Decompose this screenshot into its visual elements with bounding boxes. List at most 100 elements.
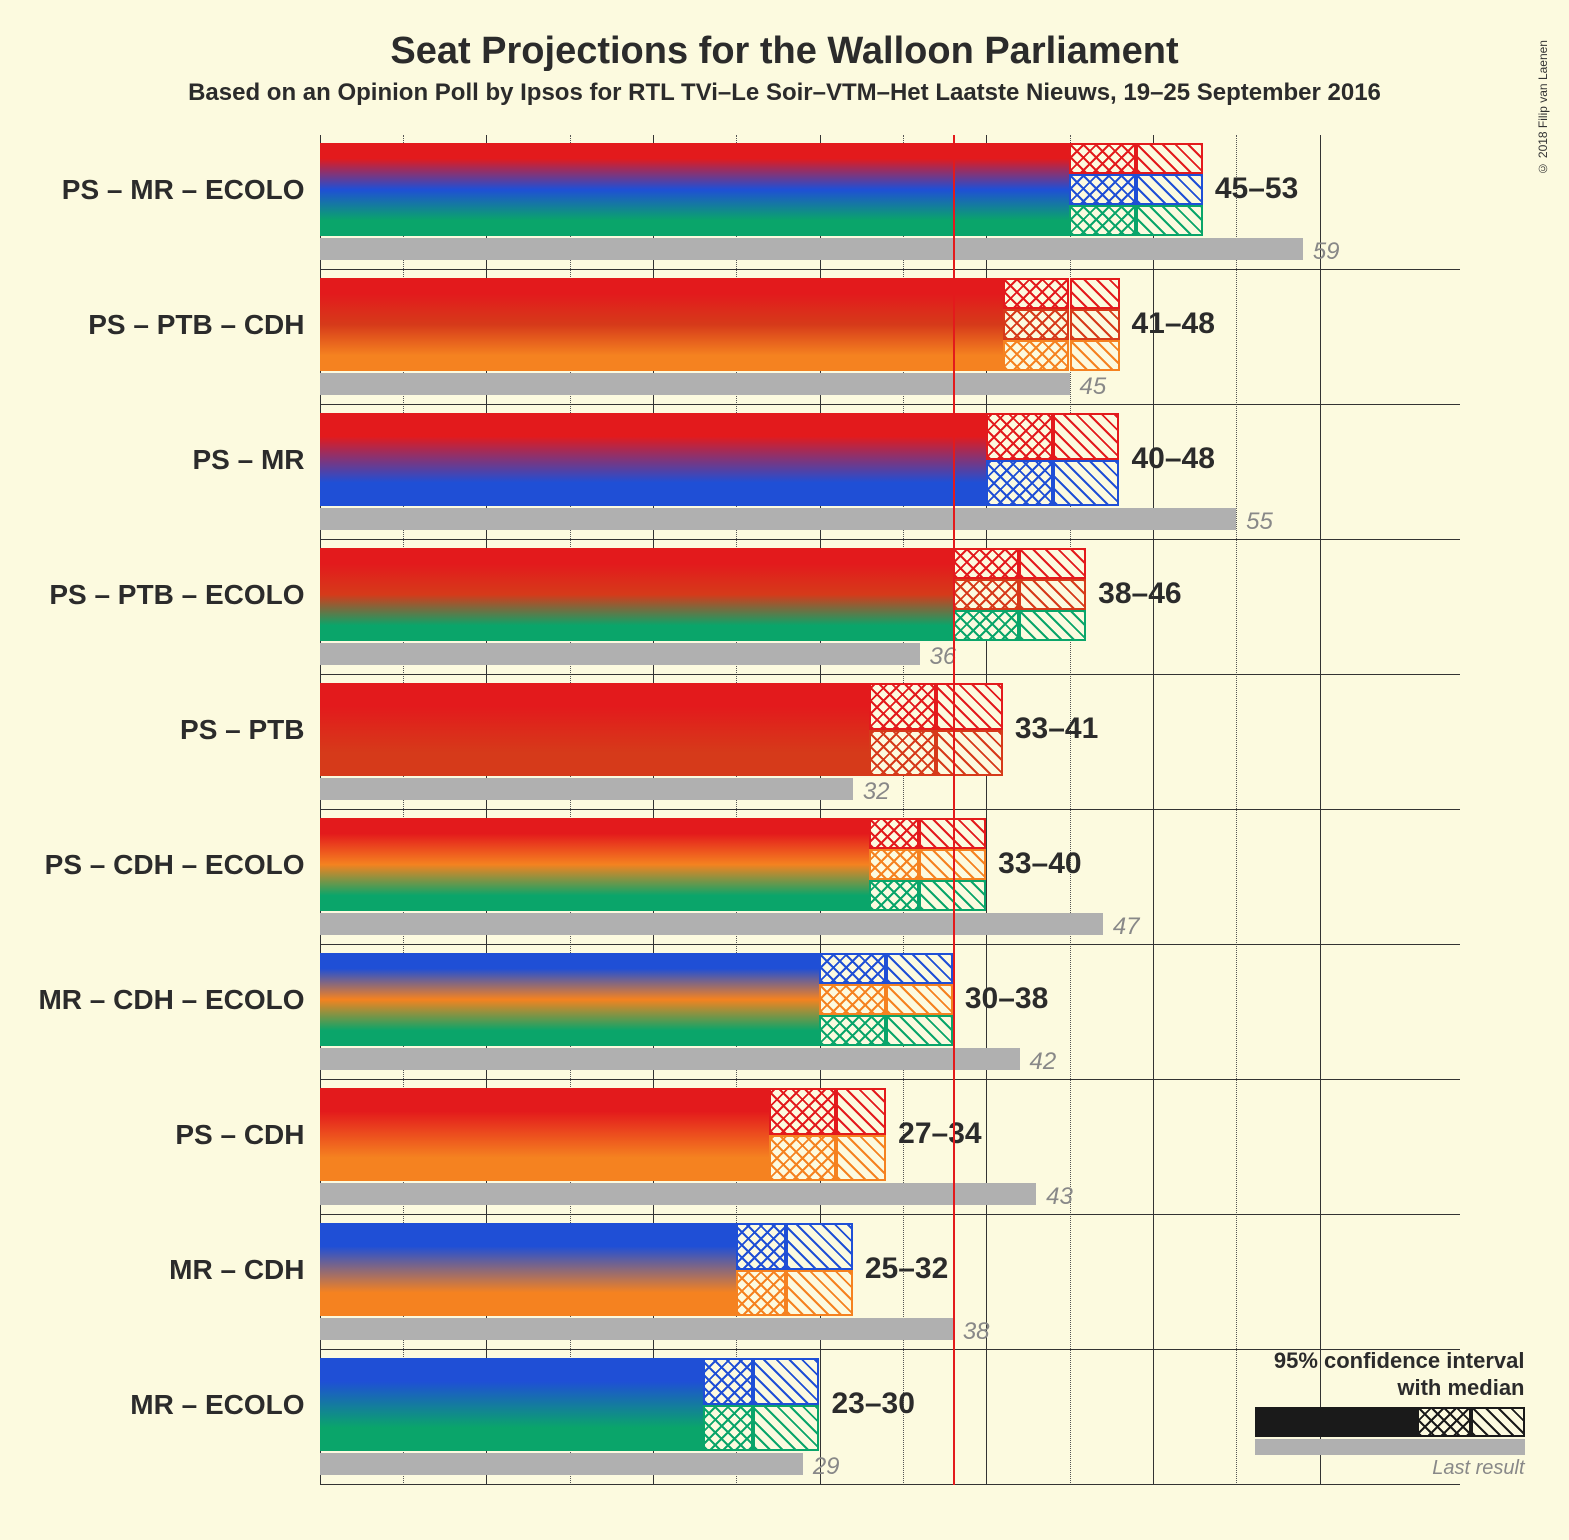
bar-diagonal-segment (1136, 143, 1203, 174)
party-bar-layer (320, 205, 1203, 236)
last-result-label: 55 (1246, 510, 1273, 534)
bar-diagonal-segment (886, 984, 953, 1015)
bar-crosshatch-segment (953, 548, 1020, 579)
party-bar-layer (320, 610, 1087, 641)
bar-crosshatch-segment (986, 460, 1053, 507)
last-result-bar (320, 778, 853, 800)
bar-crosshatch-segment (869, 730, 936, 777)
projection-bar-stack (320, 818, 987, 911)
bar-crosshatch-segment (819, 1015, 886, 1046)
bar-diagonal-segment (753, 1405, 820, 1452)
bar-diagonal-segment (886, 1015, 953, 1046)
party-bar-layer (320, 278, 1120, 309)
last-result-label: 42 (1030, 1050, 1057, 1074)
projection-range-label: 27–34 (898, 1119, 981, 1149)
bar-solid-segment (320, 460, 987, 507)
copyright-text: © 2018 Filip van Laenen (1536, 40, 1550, 175)
last-result-label: 38 (963, 1320, 990, 1344)
bar-solid-segment (320, 205, 1070, 236)
bar-solid-segment (320, 880, 870, 911)
projection-bar-stack (320, 1088, 887, 1181)
coalition-label: MR – ECOLO (25, 1391, 305, 1419)
legend-diagonal-segment (1471, 1407, 1525, 1437)
party-bar-layer (320, 413, 1120, 460)
legend: 95% confidence interval with median Last… (1255, 1348, 1525, 1480)
projection-range-label: 33–41 (1015, 714, 1098, 744)
bar-diagonal-segment (1070, 309, 1120, 340)
coalition-row (320, 810, 1320, 945)
gridline-major (1320, 135, 1321, 1485)
bar-diagonal-segment (1019, 579, 1086, 610)
bar-solid-segment (320, 1088, 770, 1135)
bar-diagonal-segment (1053, 460, 1120, 507)
legend-last-result-bar (1255, 1439, 1525, 1455)
party-bar-layer (320, 174, 1203, 205)
last-result-bar (320, 1318, 953, 1340)
last-result-bar (320, 643, 920, 665)
legend-ci-line1: 95% confidence interval (1274, 1348, 1525, 1373)
last-result-label: 32 (863, 780, 890, 804)
bar-crosshatch-segment (869, 880, 919, 911)
party-bar-layer (320, 579, 1087, 610)
bar-crosshatch-segment (703, 1405, 753, 1452)
projection-bar-stack (320, 1358, 820, 1451)
bar-diagonal-segment (1053, 413, 1120, 460)
majority-threshold-line (953, 135, 955, 1485)
legend-crosshatch-segment (1417, 1407, 1471, 1437)
party-bar-layer (320, 880, 987, 911)
bar-diagonal-segment (1070, 278, 1120, 309)
bar-diagonal-segment (1136, 174, 1203, 205)
bar-diagonal-segment (1019, 610, 1086, 641)
last-result-bar (320, 238, 1303, 260)
party-bar-layer (320, 1405, 820, 1452)
bar-crosshatch-segment (703, 1358, 753, 1405)
coalition-row (320, 135, 1320, 270)
party-bar-layer (320, 984, 953, 1015)
bar-crosshatch-segment (736, 1223, 786, 1270)
last-result-bar (320, 1453, 803, 1475)
projection-bar-stack (320, 413, 1120, 506)
party-bar-layer (320, 1088, 887, 1135)
coalition-label: PS – CDH – ECOLO (25, 851, 305, 879)
chart-subtitle: Based on an Opinion Poll by Ipsos for RT… (25, 79, 1545, 107)
bar-solid-segment (320, 610, 953, 641)
bar-solid-segment (320, 548, 953, 579)
projection-range-label: 40–48 (1132, 444, 1215, 474)
last-result-bar (320, 373, 1070, 395)
projection-range-label: 25–32 (865, 1254, 948, 1284)
bar-solid-segment (320, 953, 820, 984)
last-result-label: 43 (1046, 1185, 1073, 1209)
bar-crosshatch-segment (1069, 205, 1136, 236)
bar-crosshatch-segment (769, 1088, 836, 1135)
bar-solid-segment (320, 278, 1003, 309)
coalition-row (320, 1215, 1320, 1350)
bar-crosshatch-segment (869, 818, 919, 849)
projection-bar-stack (320, 683, 1003, 776)
bar-solid-segment (320, 309, 1003, 340)
last-result-bar (320, 1048, 1020, 1070)
bar-solid-segment (320, 579, 953, 610)
party-bar-layer (320, 1270, 853, 1317)
bar-diagonal-segment (753, 1358, 820, 1405)
bar-crosshatch-segment (1003, 340, 1070, 371)
party-bar-layer (320, 818, 987, 849)
projection-bar-stack (320, 548, 1087, 641)
projection-range-label: 41–48 (1132, 309, 1215, 339)
bar-diagonal-segment (936, 730, 1003, 777)
bar-solid-segment (320, 1015, 820, 1046)
bar-diagonal-segment (1070, 340, 1120, 371)
party-bar-layer (320, 730, 1003, 777)
party-bar-layer (320, 548, 1087, 579)
bar-diagonal-segment (836, 1088, 886, 1135)
bar-crosshatch-segment (953, 579, 1020, 610)
bar-diagonal-segment (786, 1223, 853, 1270)
bar-diagonal-segment (936, 683, 1003, 730)
row-baseline (320, 1484, 1460, 1485)
bar-crosshatch-segment (953, 610, 1020, 641)
bar-crosshatch-segment (1003, 278, 1070, 309)
coalition-label: MR – CDH (25, 1256, 305, 1284)
legend-ci-title: 95% confidence interval with median (1255, 1348, 1525, 1401)
last-result-label: 59 (1313, 240, 1340, 264)
projection-bar-stack (320, 953, 953, 1046)
bar-diagonal-segment (786, 1270, 853, 1317)
